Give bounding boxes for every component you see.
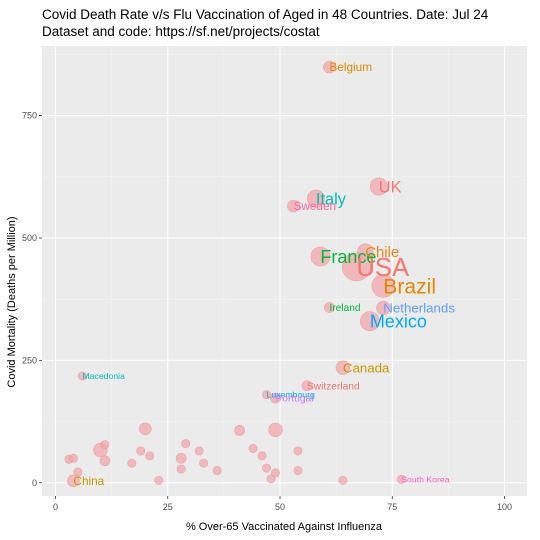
point-label: France [320,247,376,267]
point-label: South Korea [401,474,449,484]
plot-panel [42,46,527,496]
data-point [369,177,388,196]
data-point [136,446,146,456]
data-point [67,474,80,488]
y-tick-label: 500 [22,233,37,243]
x-tick-label: 25 [163,502,173,512]
point-label: Italy [316,191,347,209]
point-label: Netherlands [383,301,455,316]
data-point [306,189,325,208]
data-point [301,380,313,392]
data-point [287,199,300,213]
point-label: Sweden [293,199,336,213]
point-label: Canada [343,360,390,375]
x-tick-label: 75 [387,502,397,512]
data-point [271,468,281,478]
point-label: Luxembourg [267,390,315,400]
data-point [262,390,272,400]
x-tick-label: 100 [497,502,512,512]
data-point [68,453,78,463]
x-tick-label: 0 [53,502,58,512]
point-label: Switzerland [307,381,360,392]
data-point [335,360,351,375]
data-point [181,439,191,449]
point-label: Ireland [329,303,360,314]
point-label: Chile [365,245,399,261]
data-point [194,446,204,456]
data-point [376,300,391,316]
x-tick-label: 50 [275,502,285,512]
data-point [248,444,258,454]
data-point [176,464,186,474]
point-label: Macedonia [82,371,125,381]
point-label: China [73,474,104,488]
point-label: Brazil [383,275,436,298]
data-point [310,246,331,267]
data-point [268,422,283,438]
data-point [341,252,371,282]
data-point [175,452,187,464]
point-label: Mexico [370,311,427,331]
data-point [73,467,83,477]
data-point [212,466,222,476]
y-tick-label: 0 [32,478,37,488]
x-axis-label: % Over-65 Vaccinated Against Influenza [186,521,383,533]
data-point [293,446,303,456]
data-point [145,451,155,461]
data-point [234,424,245,436]
major-gridlines [42,46,527,496]
data-point [257,451,267,461]
data-point [199,458,209,468]
point-label: Belgium [329,60,372,74]
data-point [154,475,164,485]
data-point [99,455,111,467]
data-point [323,60,336,74]
data-point [138,422,152,436]
y-tick-label: 250 [22,355,37,365]
y-tick-label: 750 [22,111,37,121]
data-point [396,474,406,484]
data-point [127,458,137,468]
data-point [77,371,87,381]
point-label: Portugal [276,394,314,405]
data-points [64,60,406,488]
data-point [359,311,380,332]
y-axis-label: Covid Mortality (Deaths per Million) [6,216,18,387]
data-point [293,466,303,476]
axis-ticks: 0 25 50 75 100 0 250 500 750 [22,111,512,512]
data-point [371,274,395,298]
chart-title: Covid Death Rate v/s Flu Vaccination of … [42,7,489,22]
data-point [338,475,348,485]
point-label: UK [379,178,402,196]
data-point [324,302,335,313]
chart-subtitle: Dataset and code: https://sf.net/project… [42,24,320,39]
data-point [100,440,110,450]
data-point [262,463,272,473]
data-point [270,392,281,404]
minor-gridlines [42,46,527,496]
point-label: USA [356,254,410,282]
